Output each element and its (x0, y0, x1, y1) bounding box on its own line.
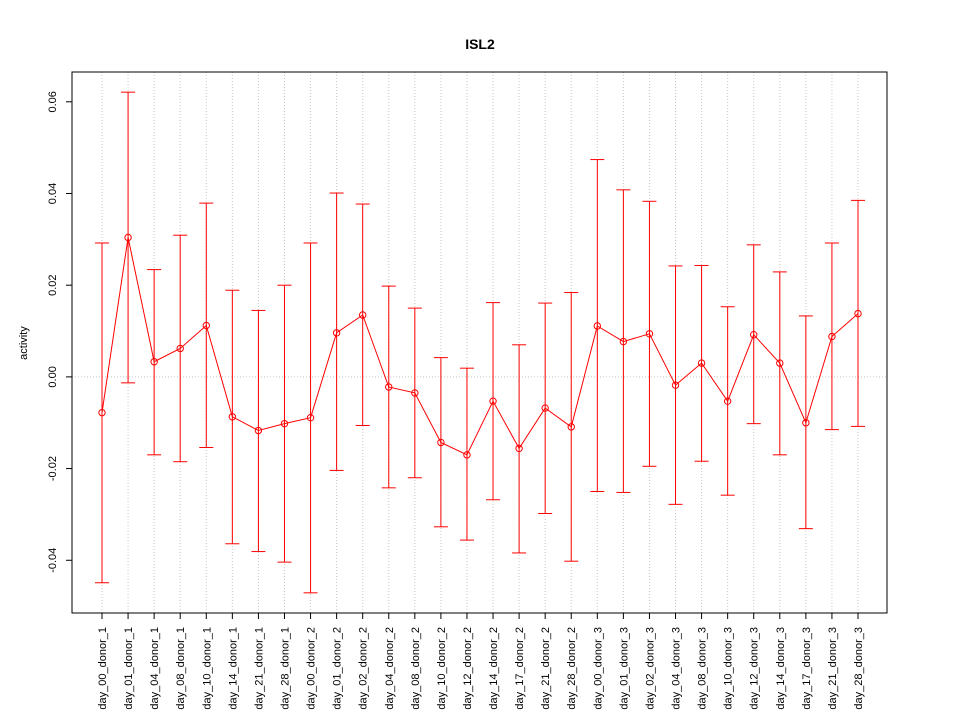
x-tick-label: day_14_donor_1 (227, 627, 239, 710)
x-tick-label: day_08_donor_3 (697, 627, 709, 710)
x-tick-label: day_08_donor_1 (175, 627, 187, 710)
data-point (254, 426, 263, 435)
data-point (358, 311, 367, 319)
x-tick-label: day_04_donor_1 (149, 627, 161, 710)
data-point (515, 444, 523, 453)
data-point (593, 322, 602, 330)
data-point (776, 359, 784, 367)
x-tick-label: day_17_donor_3 (801, 627, 813, 710)
y-tick-label: 0.06 (47, 91, 59, 112)
y-tick-label: 0.04 (47, 183, 59, 204)
x-tick-label: day_12_donor_2 (462, 627, 474, 710)
chart-title: ISL2 (465, 36, 495, 52)
y-axis-label: activity (18, 326, 30, 360)
data-point (98, 408, 106, 417)
x-tick-label: day_21_donor_3 (827, 627, 839, 710)
y-tick-label: -0.04 (47, 548, 59, 573)
x-tick-label: day_28_donor_1 (279, 627, 291, 710)
data-point (411, 389, 419, 397)
x-tick-label: day_10_donor_2 (436, 627, 448, 710)
y-tick-label: 0.02 (47, 274, 59, 295)
data-point (750, 331, 758, 339)
y-tick-label: -0.02 (47, 456, 59, 481)
data-point (202, 321, 210, 330)
x-tick-label: day_21_donor_2 (540, 627, 552, 710)
data-point (645, 330, 654, 338)
y-tick-label: 0.00 (47, 366, 59, 387)
data-point (228, 413, 237, 421)
data-point (567, 423, 575, 431)
data-point (124, 233, 132, 242)
data-point (854, 309, 862, 318)
x-tick-label: day_01_donor_1 (123, 627, 135, 710)
x-tick-label: day_10_donor_1 (201, 627, 213, 710)
data-point (306, 413, 315, 422)
data-point (489, 397, 497, 405)
data-point (619, 337, 628, 346)
data-point (723, 397, 732, 405)
data-point (150, 358, 158, 366)
data-point (385, 383, 393, 391)
x-tick-label: day_00_donor_1 (97, 627, 109, 710)
data-point (176, 344, 184, 353)
grid-lines (72, 72, 887, 613)
x-tick-label: day_02_donor_2 (358, 627, 370, 710)
data-point (541, 404, 549, 412)
data-point (463, 451, 471, 459)
data-point (332, 329, 341, 337)
x-tick-label: day_01_donor_3 (618, 627, 630, 710)
x-tick-label: day_08_donor_2 (410, 627, 422, 710)
x-tick-label: day_14_donor_3 (775, 627, 787, 710)
plot-frame (71, 71, 888, 614)
data-point (802, 419, 810, 427)
data-point (280, 419, 289, 428)
x-tick-label: day_28_donor_2 (566, 627, 578, 710)
series-line (101, 237, 859, 456)
x-tick-label: day_14_donor_2 (488, 627, 500, 710)
x-tick-label: day_21_donor_1 (253, 627, 265, 710)
x-tick-label: day_04_donor_2 (384, 627, 396, 710)
data-series (95, 91, 865, 594)
data-point (437, 438, 445, 447)
x-tick-label: day_12_donor_3 (749, 627, 761, 710)
x-tick-label: day_00_donor_2 (306, 627, 318, 710)
data-point (828, 332, 836, 341)
data-point (671, 381, 680, 389)
axes: -0.04 -0.02 0.00 0.02 0.04 0.06 day_00_donor_1… (47, 91, 865, 709)
x-tick-label: day_17_donor_2 (514, 627, 526, 710)
x-tick-label: day_04_donor_3 (671, 627, 683, 710)
x-tick-label: day_01_donor_2 (332, 627, 344, 710)
x-tick-label: day_00_donor_3 (592, 627, 604, 710)
x-tick-label: day_02_donor_3 (644, 627, 656, 710)
data-point (697, 359, 706, 367)
x-tick-label: day_28_donor_3 (853, 627, 865, 710)
x-tick-label: day_10_donor_3 (723, 627, 735, 710)
